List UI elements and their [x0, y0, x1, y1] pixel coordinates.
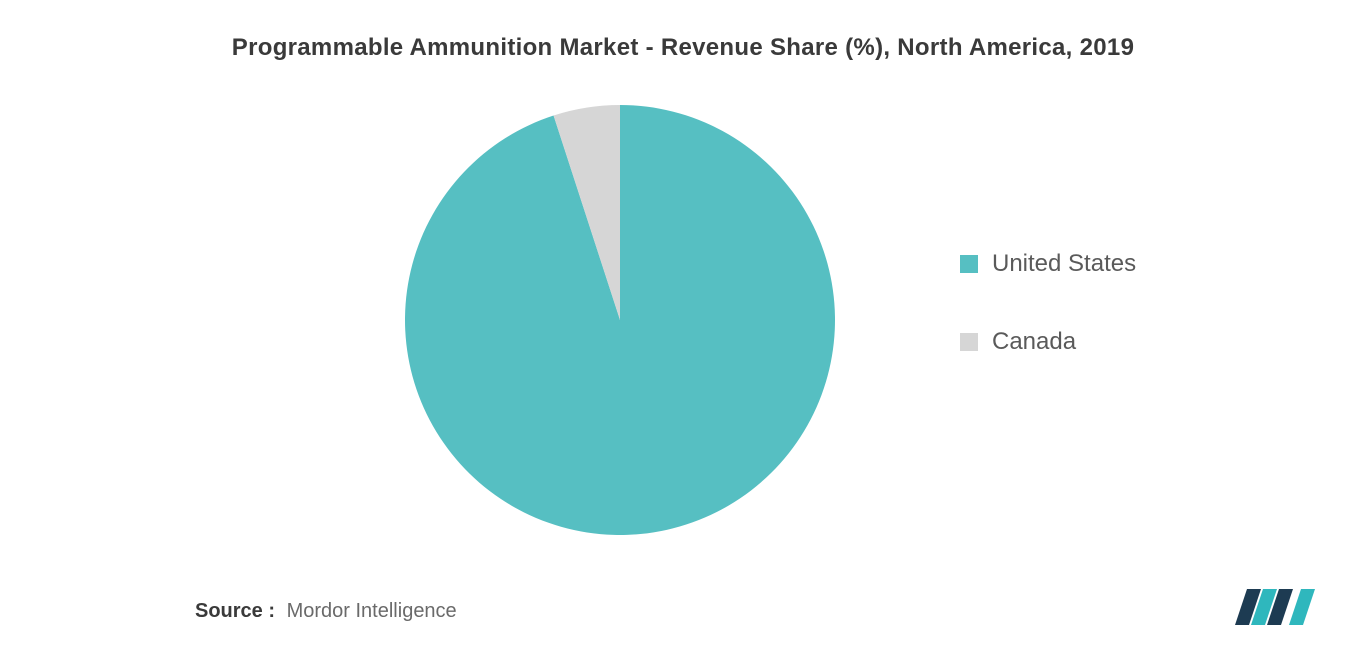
legend-swatch: [960, 333, 978, 351]
legend-label: United States: [992, 250, 1136, 278]
source-value: Mordor Intelligence: [287, 600, 457, 622]
legend-label: Canada: [992, 328, 1076, 356]
brand-logo-icon: [1235, 585, 1321, 633]
legend-swatch: [960, 255, 978, 273]
source-line: Source : Mordor Intelligence: [195, 600, 457, 623]
legend-item-united-states: United States: [960, 250, 1136, 278]
legend: United States Canada: [960, 250, 1136, 356]
source-label: Source :: [195, 600, 275, 622]
legend-item-canada: Canada: [960, 328, 1136, 356]
pie-chart: [0, 0, 1366, 655]
